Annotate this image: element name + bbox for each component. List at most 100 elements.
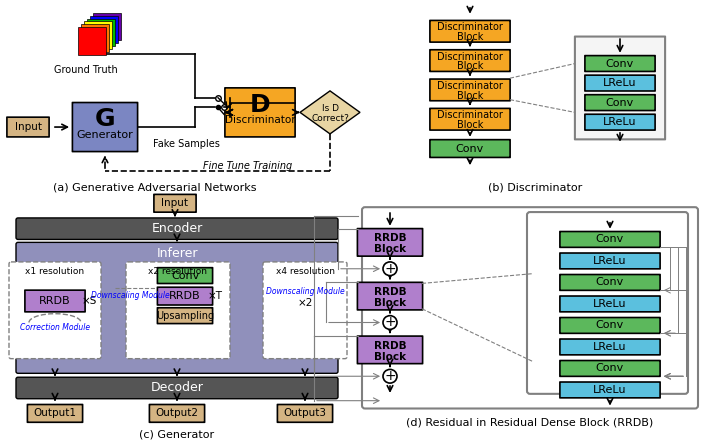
FancyBboxPatch shape xyxy=(263,262,347,359)
Text: RRDB: RRDB xyxy=(374,341,406,351)
Text: RRDB: RRDB xyxy=(374,234,406,243)
Text: Downscaling Module: Downscaling Module xyxy=(266,287,345,296)
Text: Fake Samples: Fake Samples xyxy=(152,139,220,149)
Text: Conv: Conv xyxy=(171,271,199,281)
FancyBboxPatch shape xyxy=(560,296,660,312)
Text: Conv: Conv xyxy=(596,278,624,287)
FancyBboxPatch shape xyxy=(585,95,655,110)
Text: Conv: Conv xyxy=(606,98,634,108)
Text: Input: Input xyxy=(162,198,189,208)
FancyBboxPatch shape xyxy=(362,207,698,408)
FancyBboxPatch shape xyxy=(16,218,338,239)
Text: Block: Block xyxy=(374,352,406,362)
FancyBboxPatch shape xyxy=(430,139,510,158)
Text: Discriminator: Discriminator xyxy=(437,81,503,91)
FancyBboxPatch shape xyxy=(585,55,655,71)
Text: RRDB: RRDB xyxy=(169,291,201,301)
Polygon shape xyxy=(300,91,360,134)
Text: Block: Block xyxy=(457,32,484,42)
FancyBboxPatch shape xyxy=(225,88,295,137)
Text: LReLu: LReLu xyxy=(593,299,627,309)
Text: LReLu: LReLu xyxy=(593,342,627,352)
Text: Block: Block xyxy=(457,62,484,71)
FancyBboxPatch shape xyxy=(357,336,423,363)
FancyBboxPatch shape xyxy=(357,282,423,310)
Text: Block: Block xyxy=(457,91,484,101)
FancyBboxPatch shape xyxy=(560,231,660,247)
Text: LReLu: LReLu xyxy=(593,385,627,395)
Polygon shape xyxy=(87,18,115,46)
Text: ×S: ×S xyxy=(82,296,96,306)
FancyBboxPatch shape xyxy=(560,339,660,355)
Circle shape xyxy=(383,315,397,330)
FancyBboxPatch shape xyxy=(25,290,85,312)
Text: Discriminator: Discriminator xyxy=(437,22,503,33)
Text: x2 resolution: x2 resolution xyxy=(148,267,208,276)
Text: Inferer: Inferer xyxy=(156,246,198,260)
FancyBboxPatch shape xyxy=(154,194,196,212)
Text: Block: Block xyxy=(457,120,484,130)
FancyBboxPatch shape xyxy=(72,103,138,151)
Text: +: + xyxy=(384,369,396,383)
Polygon shape xyxy=(78,27,106,55)
FancyBboxPatch shape xyxy=(28,404,83,422)
FancyBboxPatch shape xyxy=(157,308,213,323)
Text: Correction Module: Correction Module xyxy=(20,323,90,332)
Polygon shape xyxy=(81,25,109,52)
Text: Encoder: Encoder xyxy=(152,222,203,235)
FancyBboxPatch shape xyxy=(560,360,660,376)
Text: x1 resolution: x1 resolution xyxy=(26,267,84,276)
Polygon shape xyxy=(90,16,118,43)
Text: RRDB: RRDB xyxy=(39,296,71,306)
Text: Downscaling Module: Downscaling Module xyxy=(91,291,169,300)
Text: Decoder: Decoder xyxy=(150,381,203,395)
FancyBboxPatch shape xyxy=(9,262,101,359)
Text: D: D xyxy=(250,92,270,117)
FancyBboxPatch shape xyxy=(277,404,333,422)
FancyBboxPatch shape xyxy=(16,242,338,373)
Text: Discriminator: Discriminator xyxy=(225,115,296,125)
FancyBboxPatch shape xyxy=(527,212,688,394)
Text: Conv: Conv xyxy=(596,235,624,245)
FancyBboxPatch shape xyxy=(357,229,423,256)
FancyBboxPatch shape xyxy=(150,404,205,422)
Text: LReLu: LReLu xyxy=(593,256,627,266)
Text: RRDB: RRDB xyxy=(374,287,406,297)
Text: LReLu: LReLu xyxy=(603,78,637,88)
FancyBboxPatch shape xyxy=(560,318,660,334)
Text: Conv: Conv xyxy=(606,59,634,69)
FancyBboxPatch shape xyxy=(560,253,660,269)
Text: Upsampling: Upsampling xyxy=(156,311,214,321)
Text: Block: Block xyxy=(374,298,406,308)
Text: Correct?: Correct? xyxy=(311,114,349,123)
FancyBboxPatch shape xyxy=(16,377,338,399)
Text: (d) Residual in Residual Dense Block (RRDB): (d) Residual in Residual Dense Block (RR… xyxy=(406,417,654,427)
FancyBboxPatch shape xyxy=(575,37,665,139)
Text: Output1: Output1 xyxy=(33,408,77,418)
FancyBboxPatch shape xyxy=(585,75,655,91)
Text: Is D: Is D xyxy=(321,104,338,113)
FancyBboxPatch shape xyxy=(157,268,213,283)
Text: Discriminator: Discriminator xyxy=(437,51,503,62)
Text: Ground Truth: Ground Truth xyxy=(54,66,118,76)
Text: Output2: Output2 xyxy=(155,408,199,418)
FancyBboxPatch shape xyxy=(126,262,230,359)
Text: Conv: Conv xyxy=(456,143,484,154)
Circle shape xyxy=(383,370,397,383)
FancyBboxPatch shape xyxy=(7,117,49,137)
FancyBboxPatch shape xyxy=(430,79,510,101)
FancyBboxPatch shape xyxy=(157,287,213,305)
Text: Block: Block xyxy=(374,244,406,254)
Text: Discriminator: Discriminator xyxy=(437,110,503,120)
FancyBboxPatch shape xyxy=(560,382,660,398)
Text: G: G xyxy=(95,107,116,131)
FancyBboxPatch shape xyxy=(585,114,655,130)
Text: +: + xyxy=(384,262,396,276)
Text: Input: Input xyxy=(14,122,42,132)
Text: Fine Tune Training: Fine Tune Training xyxy=(203,161,293,171)
Text: LReLu: LReLu xyxy=(603,117,637,127)
Polygon shape xyxy=(93,13,121,40)
Text: Conv: Conv xyxy=(596,363,624,374)
Text: ×T: ×T xyxy=(208,291,223,301)
Text: (b) Discriminator: (b) Discriminator xyxy=(488,183,582,193)
